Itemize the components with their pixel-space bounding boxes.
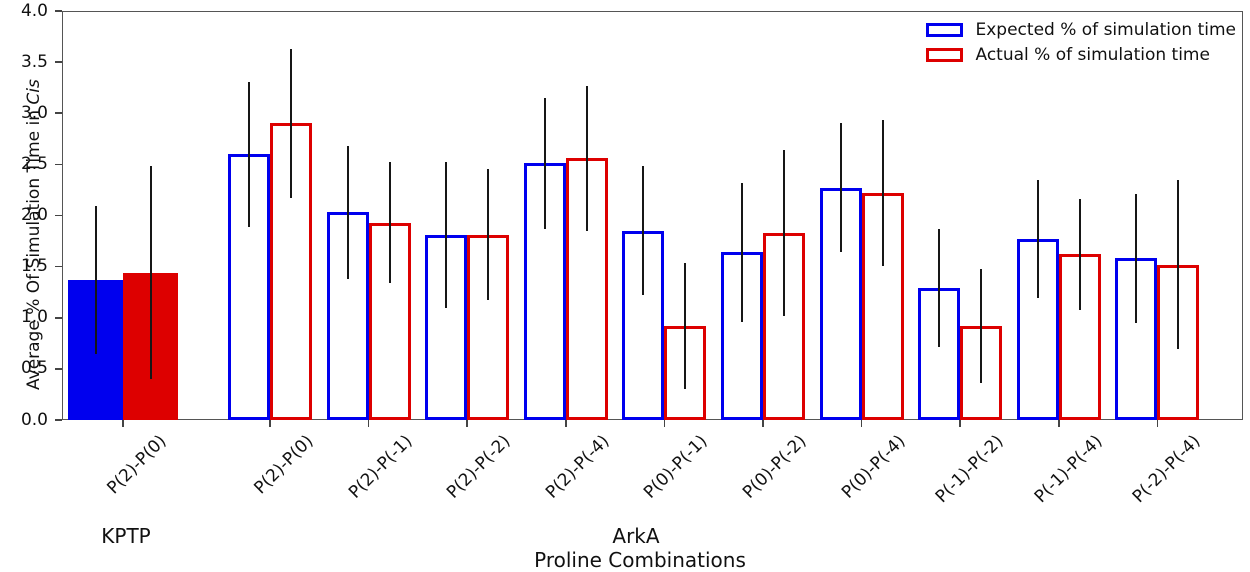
x-tick-mark (762, 420, 764, 427)
error-bar-actual-P(2)-P(-1) (388, 162, 391, 283)
x-tick-label-P(-1)-P(-2): P(-1)-P(-2) (931, 431, 1008, 508)
x-tick-mark (1058, 420, 1060, 427)
legend-expected-label: Expected % of simulation time (975, 20, 1237, 40)
x-tick-label-P(-1)-P(-4): P(-1)-P(-4) (1030, 431, 1107, 508)
group-label-arka: ArkA (612, 524, 660, 548)
x-tick-mark (269, 420, 271, 427)
error-bar-expected-P(2)-P(0) (94, 206, 97, 354)
legend-actual-label: Actual % of simulation time (975, 45, 1210, 65)
y-tick-mark (55, 316, 62, 319)
error-bar-actual-P(-1)-P(-4) (1078, 199, 1081, 310)
y-tick-mark (55, 112, 62, 115)
error-bar-expected-P(-2)-P(-4) (1135, 194, 1138, 323)
legend-expected-swatch-icon (925, 23, 963, 37)
y-axis-label-italic-cis: Cis (24, 79, 44, 105)
y-tick-label-0.0: 0.0 (20, 409, 48, 430)
x-tick-label-P(2)-P(-2): P(2)-P(-2) (443, 431, 515, 503)
x-tick-mark (1156, 420, 1159, 427)
y-tick-label-1.0: 1.0 (20, 307, 48, 328)
error-bar-actual-P(0)-P(-1) (684, 262, 687, 390)
y-tick-label-4.0: 4.0 (20, 0, 48, 21)
x-tick-mark (466, 420, 468, 427)
error-bar-expected-P(0)-P(-1) (642, 166, 645, 296)
legend-row-expected: Expected % of simulation time (925, 20, 1237, 40)
error-bar-actual-P(0)-P(-2) (783, 150, 785, 316)
error-bar-actual-P(-1)-P(-2) (980, 268, 983, 384)
error-bar-expected-P(0)-P(-2) (741, 182, 743, 322)
error-bar-expected-P(-1)-P(-4) (1036, 179, 1039, 299)
error-bar-actual-P(2)-P(0) (149, 166, 152, 380)
y-tick-label-2.5: 2.5 (20, 153, 48, 174)
y-tick-mark (55, 214, 62, 217)
y-tick-label-2.0: 2.0 (20, 205, 48, 225)
error-bar-expected-P(-1)-P(-2) (938, 228, 941, 348)
y-tick-mark (55, 10, 62, 12)
y-tick-label-3.5: 3.5 (20, 51, 48, 72)
y-tick-mark (55, 419, 62, 421)
legend-row-actual: Actual % of simulation time (925, 45, 1237, 65)
error-bar-actual-P(2)-P(0) (290, 48, 292, 199)
x-tick-mark (367, 420, 370, 427)
y-tick-mark (55, 163, 62, 166)
expected-bar-P(-1)-P(-2) (918, 288, 961, 420)
y-tick-mark (55, 61, 62, 63)
error-bar-expected-P(0)-P(-4) (839, 123, 842, 253)
x-tick-mark (122, 420, 124, 427)
x-tick-mark (663, 420, 666, 427)
error-bar-actual-P(-2)-P(-4) (1177, 179, 1180, 350)
error-bar-expected-P(2)-P(-4) (543, 97, 546, 229)
legend-actual-swatch-icon (925, 48, 963, 62)
error-bar-expected-P(2)-P(-1) (346, 145, 349, 279)
y-axis-label: Average % Of Simulation Time in Cis (24, 79, 44, 390)
y-tick-label-1.5: 1.5 (20, 256, 48, 277)
error-bar-actual-P(0)-P(-4) (881, 120, 884, 266)
error-bar-expected-P(2)-P(-2) (445, 162, 448, 308)
y-axis-label-text: Average % Of Simulation Time in (24, 104, 44, 390)
x-tick-mark (565, 420, 567, 427)
y-tick-label-3.0: 3.0 (20, 102, 48, 123)
error-bar-actual-P(2)-P(-4) (585, 85, 588, 231)
x-axis-label: Proline Combinations (534, 548, 746, 572)
x-tick-label-P(-2)-P(-4): P(-2)-P(-4) (1129, 431, 1205, 508)
x-tick-label-P(0)-P(-4): P(0)-P(-4) (837, 431, 910, 503)
y-tick-mark (55, 368, 62, 370)
error-bar-actual-P(2)-P(-2) (487, 169, 490, 301)
legend: Expected % of simulation time Actual % o… (925, 20, 1237, 65)
x-tick-label-P(2)-P(-1): P(2)-P(-1) (344, 431, 417, 503)
x-tick-mark (959, 420, 961, 427)
x-tick-mark (860, 420, 863, 427)
y-tick-mark (55, 265, 62, 268)
y-tick-label-0.5: 0.5 (20, 358, 48, 379)
group-label-kptp: KPTP (101, 524, 151, 548)
error-bar-expected-P(2)-P(0) (248, 81, 250, 227)
